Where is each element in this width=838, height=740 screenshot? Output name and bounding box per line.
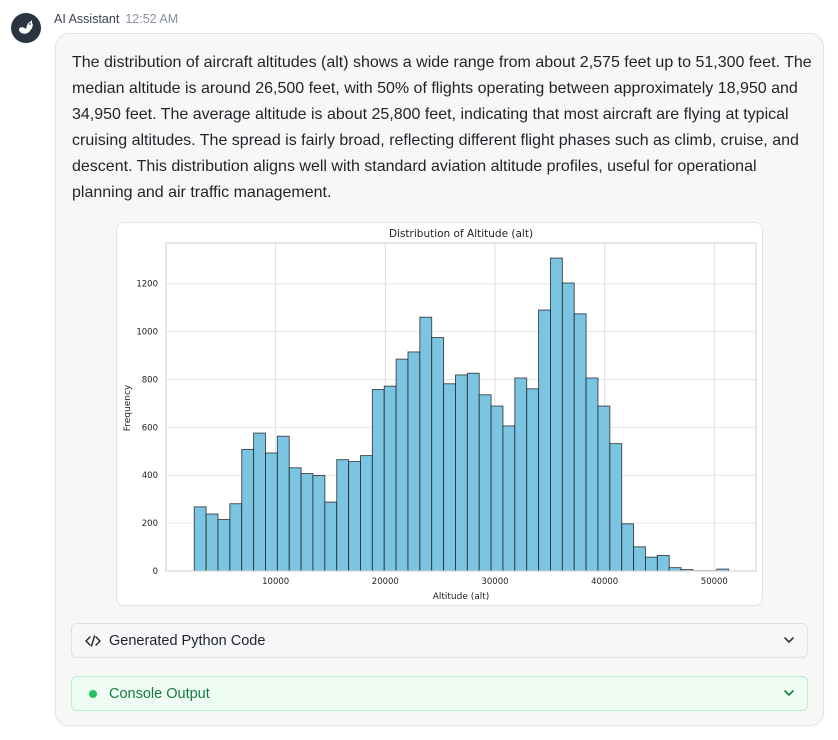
histogram-bar xyxy=(360,455,373,572)
histogram-bar xyxy=(324,501,338,572)
sender-name: AI Assistant xyxy=(54,12,120,26)
histogram-bar xyxy=(573,313,587,572)
histogram-bar xyxy=(466,372,480,572)
histogram-bar xyxy=(478,394,492,572)
histogram-bar xyxy=(490,405,504,572)
x-tick-label: 10000 xyxy=(262,577,289,587)
console-panel-label: Console Output xyxy=(109,685,210,702)
histogram-bar xyxy=(633,546,646,572)
histogram-bar xyxy=(217,519,231,572)
histogram-bar xyxy=(502,425,516,572)
code-panel-label: Generated Python Code xyxy=(109,632,266,649)
histogram-bar xyxy=(407,351,421,572)
x-tick-label: 30000 xyxy=(481,577,508,587)
x-tick-label: 40000 xyxy=(591,577,618,587)
histogram-bar xyxy=(312,475,326,572)
y-tick-label: 200 xyxy=(142,519,158,529)
console-output-toggle[interactable]: Console Output xyxy=(71,676,808,711)
chart-title: Distribution of Altitude (alt) xyxy=(389,228,533,240)
histogram-bar xyxy=(383,385,397,572)
y-axis-label: Frequency xyxy=(123,384,133,431)
histogram-bar xyxy=(550,257,563,572)
histogram-bar xyxy=(656,554,670,572)
x-axis-label: Altitude (alt) xyxy=(433,592,490,602)
plot-frame xyxy=(165,242,757,572)
histogram-bar xyxy=(621,523,635,572)
histogram-svg: 10000 20000 30000 40000 50000 0 200 400 600 800 10… xyxy=(123,228,757,602)
message-header: AI Assistant 12:52 AM xyxy=(54,12,178,26)
histogram-bar xyxy=(205,513,219,572)
histogram-bar xyxy=(336,459,350,572)
histogram-bar xyxy=(597,405,611,572)
histogram-bar xyxy=(514,377,528,572)
y-tick-label: 1000 xyxy=(136,328,158,338)
message-text: The distribution of aircraft altitudes (… xyxy=(72,54,812,201)
histogram-bar xyxy=(538,309,551,572)
histogram-bar xyxy=(561,282,575,572)
histogram-bar xyxy=(241,448,255,572)
y-tick-label: 800 xyxy=(142,375,158,385)
y-tick-label: 1200 xyxy=(136,280,158,290)
histogram-bar xyxy=(609,443,623,572)
histogram-bar xyxy=(668,567,682,572)
histogram-bar xyxy=(585,377,599,572)
histogram-bar xyxy=(371,389,385,572)
code-brackets-icon xyxy=(85,634,101,647)
x-tick-label: 20000 xyxy=(372,577,399,587)
histogram-bar xyxy=(443,383,456,572)
histogram-bar xyxy=(193,506,207,572)
histogram-bar xyxy=(455,374,468,572)
histogram-bar xyxy=(431,337,445,572)
x-tick-label: 50000 xyxy=(701,577,728,587)
histogram-bar xyxy=(419,316,433,572)
y-tick-label: 600 xyxy=(142,423,158,433)
histogram-bar xyxy=(265,452,278,572)
histogram-chart: 10000 20000 30000 40000 50000 0 200 400 600 800 10… xyxy=(116,222,763,606)
histogram-bar xyxy=(276,435,290,572)
y-tick-label: 400 xyxy=(142,471,158,481)
assistant-message: The distribution of aircraft altitudes (… xyxy=(55,33,824,726)
histogram-bar xyxy=(288,467,302,572)
histogram-bar xyxy=(253,432,266,572)
chevron-down-icon[interactable] xyxy=(783,687,795,703)
generated-code-toggle[interactable]: Generated Python Code xyxy=(71,623,808,658)
histogram-bar xyxy=(645,556,658,572)
histogram-bar xyxy=(300,473,314,572)
chevron-down-icon[interactable] xyxy=(783,634,795,650)
histogram-bar xyxy=(526,388,540,572)
assistant-avatar xyxy=(11,13,41,43)
histogram-bar xyxy=(348,461,361,572)
histogram-bar xyxy=(395,358,409,572)
message-time: 12:52 AM xyxy=(125,12,179,26)
histogram-bar xyxy=(229,503,243,572)
y-tick-label: 0 xyxy=(153,567,158,577)
bird-logo-icon xyxy=(19,20,33,34)
status-dot-icon xyxy=(85,689,101,698)
